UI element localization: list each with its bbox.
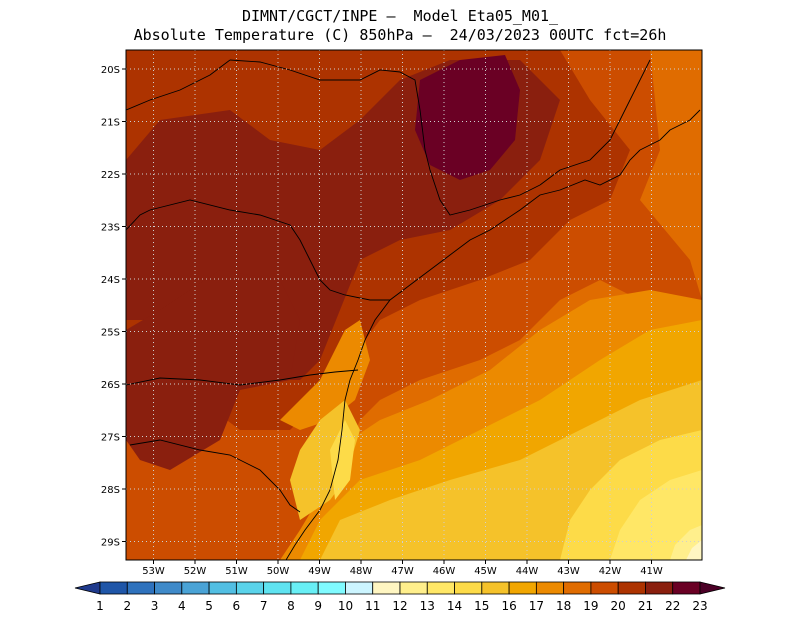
river-border-west (126, 59, 231, 111)
colorbar-box (126, 581, 155, 595)
colorbar-label: 12 (392, 599, 407, 613)
state-border-mg-rj (539, 59, 651, 186)
lon-tick-label: 44W (516, 566, 539, 577)
colorbar-label: 21 (638, 599, 653, 613)
colorbar-label: 6 (233, 599, 241, 613)
colorbar-box (235, 581, 265, 595)
field-t15-coast (330, 420, 355, 500)
colorbar-label: 22 (665, 599, 680, 613)
colorbar-box (508, 581, 537, 595)
colorbar-box (590, 581, 619, 595)
lat-tick-label: 23S (101, 223, 120, 234)
colorbar-label: 10 (338, 599, 353, 613)
lon-tick-label: 42W (599, 566, 622, 577)
lat-tick-label: 25S (101, 328, 120, 339)
colorbar-label: 14 (447, 599, 462, 613)
colorbar-label: 19 (583, 599, 598, 613)
colorbar-box (345, 581, 374, 595)
lon-tick-label: 49W (308, 566, 331, 577)
state-border-sp-pr (149, 199, 390, 301)
lon-tick-label: 53W (142, 566, 165, 577)
map-title-line1: DIMNT/CGCT/INPE – Model Eta05_M01_ (241, 7, 559, 25)
field-t23 (415, 55, 520, 180)
state-border-mg-sp (229, 59, 541, 216)
field-t14 (610, 470, 702, 560)
colorbar-box (208, 581, 237, 595)
colorbar-box (317, 581, 346, 595)
colorbar-label: 16 (501, 599, 516, 613)
temperature-fields (126, 50, 702, 560)
colorbar-box (181, 581, 210, 595)
colorbar-label: 2 (123, 599, 131, 613)
colorbar-label: 4 (178, 599, 186, 613)
colorbar-box (372, 581, 401, 595)
lat-tick-label: 28S (101, 485, 120, 496)
colorbar-label: 23 (692, 599, 707, 613)
axis-ticks: 20S 21S 22S 23S 24S 25S 26S 27S 28S 29S 53W 52W 51W 5… (101, 65, 663, 577)
colorbar-box (426, 581, 455, 595)
colorbar-box (672, 581, 701, 595)
colorbar-label: 20 (611, 599, 626, 613)
lat-tick-label: 20S (101, 65, 120, 76)
field-t12 (686, 540, 702, 560)
lon-tick-label: 41W (640, 566, 663, 577)
lat-tick-label: 22S (101, 170, 120, 181)
lat-tick-label: 26S (101, 380, 120, 391)
lon-tick-label: 45W (474, 566, 497, 577)
lat-tick-label: 21S (101, 118, 120, 129)
lon-tick-label: 47W (391, 566, 414, 577)
state-border-pr-sc (126, 369, 359, 386)
colorbar-label: 1 (96, 599, 104, 613)
field-t18-coast (280, 320, 370, 430)
colorbar-low-arrow (74, 581, 101, 595)
colorbar-box (454, 581, 483, 595)
lon-tick-label: 51W (225, 566, 248, 577)
colorbar: 1 2 3 4 5 6 7 8 9 10 11 12 13 14 15 16 17 18 19 20 21 22 23 (74, 581, 726, 613)
map-title-line2: Absolute Temperature (C) 850hPa – 24/03/… (133, 26, 667, 44)
map-frame (125, 49, 703, 561)
colorbar-box (535, 581, 565, 595)
colorbar-high-arrow (699, 581, 726, 595)
colorbar-box (645, 581, 674, 595)
lon-tick-label: 52W (184, 566, 207, 577)
colorbar-label: 9 (314, 599, 322, 613)
colorbar-box (563, 581, 592, 595)
colorbar-label: 5 (205, 599, 213, 613)
field-t22-west (126, 270, 300, 470)
grid-horizontal (126, 68, 702, 542)
colorbar-box (481, 581, 510, 595)
colorbar-label: 13 (420, 599, 435, 613)
colorbar-box (154, 581, 183, 595)
lat-tick-label: 27S (101, 433, 120, 444)
colorbar-box (263, 581, 292, 595)
colorbar-label: 3 (151, 599, 159, 613)
colorbar-label: 11 (365, 599, 380, 613)
state-border-ms (126, 209, 151, 231)
colorbar-label: 18 (556, 599, 571, 613)
lon-tick-label: 50W (267, 566, 290, 577)
colorbar-label: 7 (260, 599, 268, 613)
lon-tick-label: 46W (433, 566, 456, 577)
lon-tick-label: 48W (350, 566, 373, 577)
colorbar-box (99, 581, 128, 595)
coastline (285, 149, 641, 560)
colorbar-label: 17 (529, 599, 544, 613)
colorbar-box (399, 581, 428, 595)
lat-tick-label: 29S (101, 538, 120, 549)
grid-lines (126, 50, 702, 560)
borders (126, 59, 701, 560)
lon-tick-label: 43W (557, 566, 580, 577)
colorbar-box (617, 581, 646, 595)
state-border-sc-rs (129, 439, 301, 513)
lat-tick-label: 24S (101, 275, 120, 286)
coastline-north (639, 109, 701, 151)
colorbar-label: 15 (474, 599, 489, 613)
colorbar-label: 8 (287, 599, 295, 613)
grid-vertical (153, 50, 652, 560)
colorbar-box (290, 581, 319, 595)
